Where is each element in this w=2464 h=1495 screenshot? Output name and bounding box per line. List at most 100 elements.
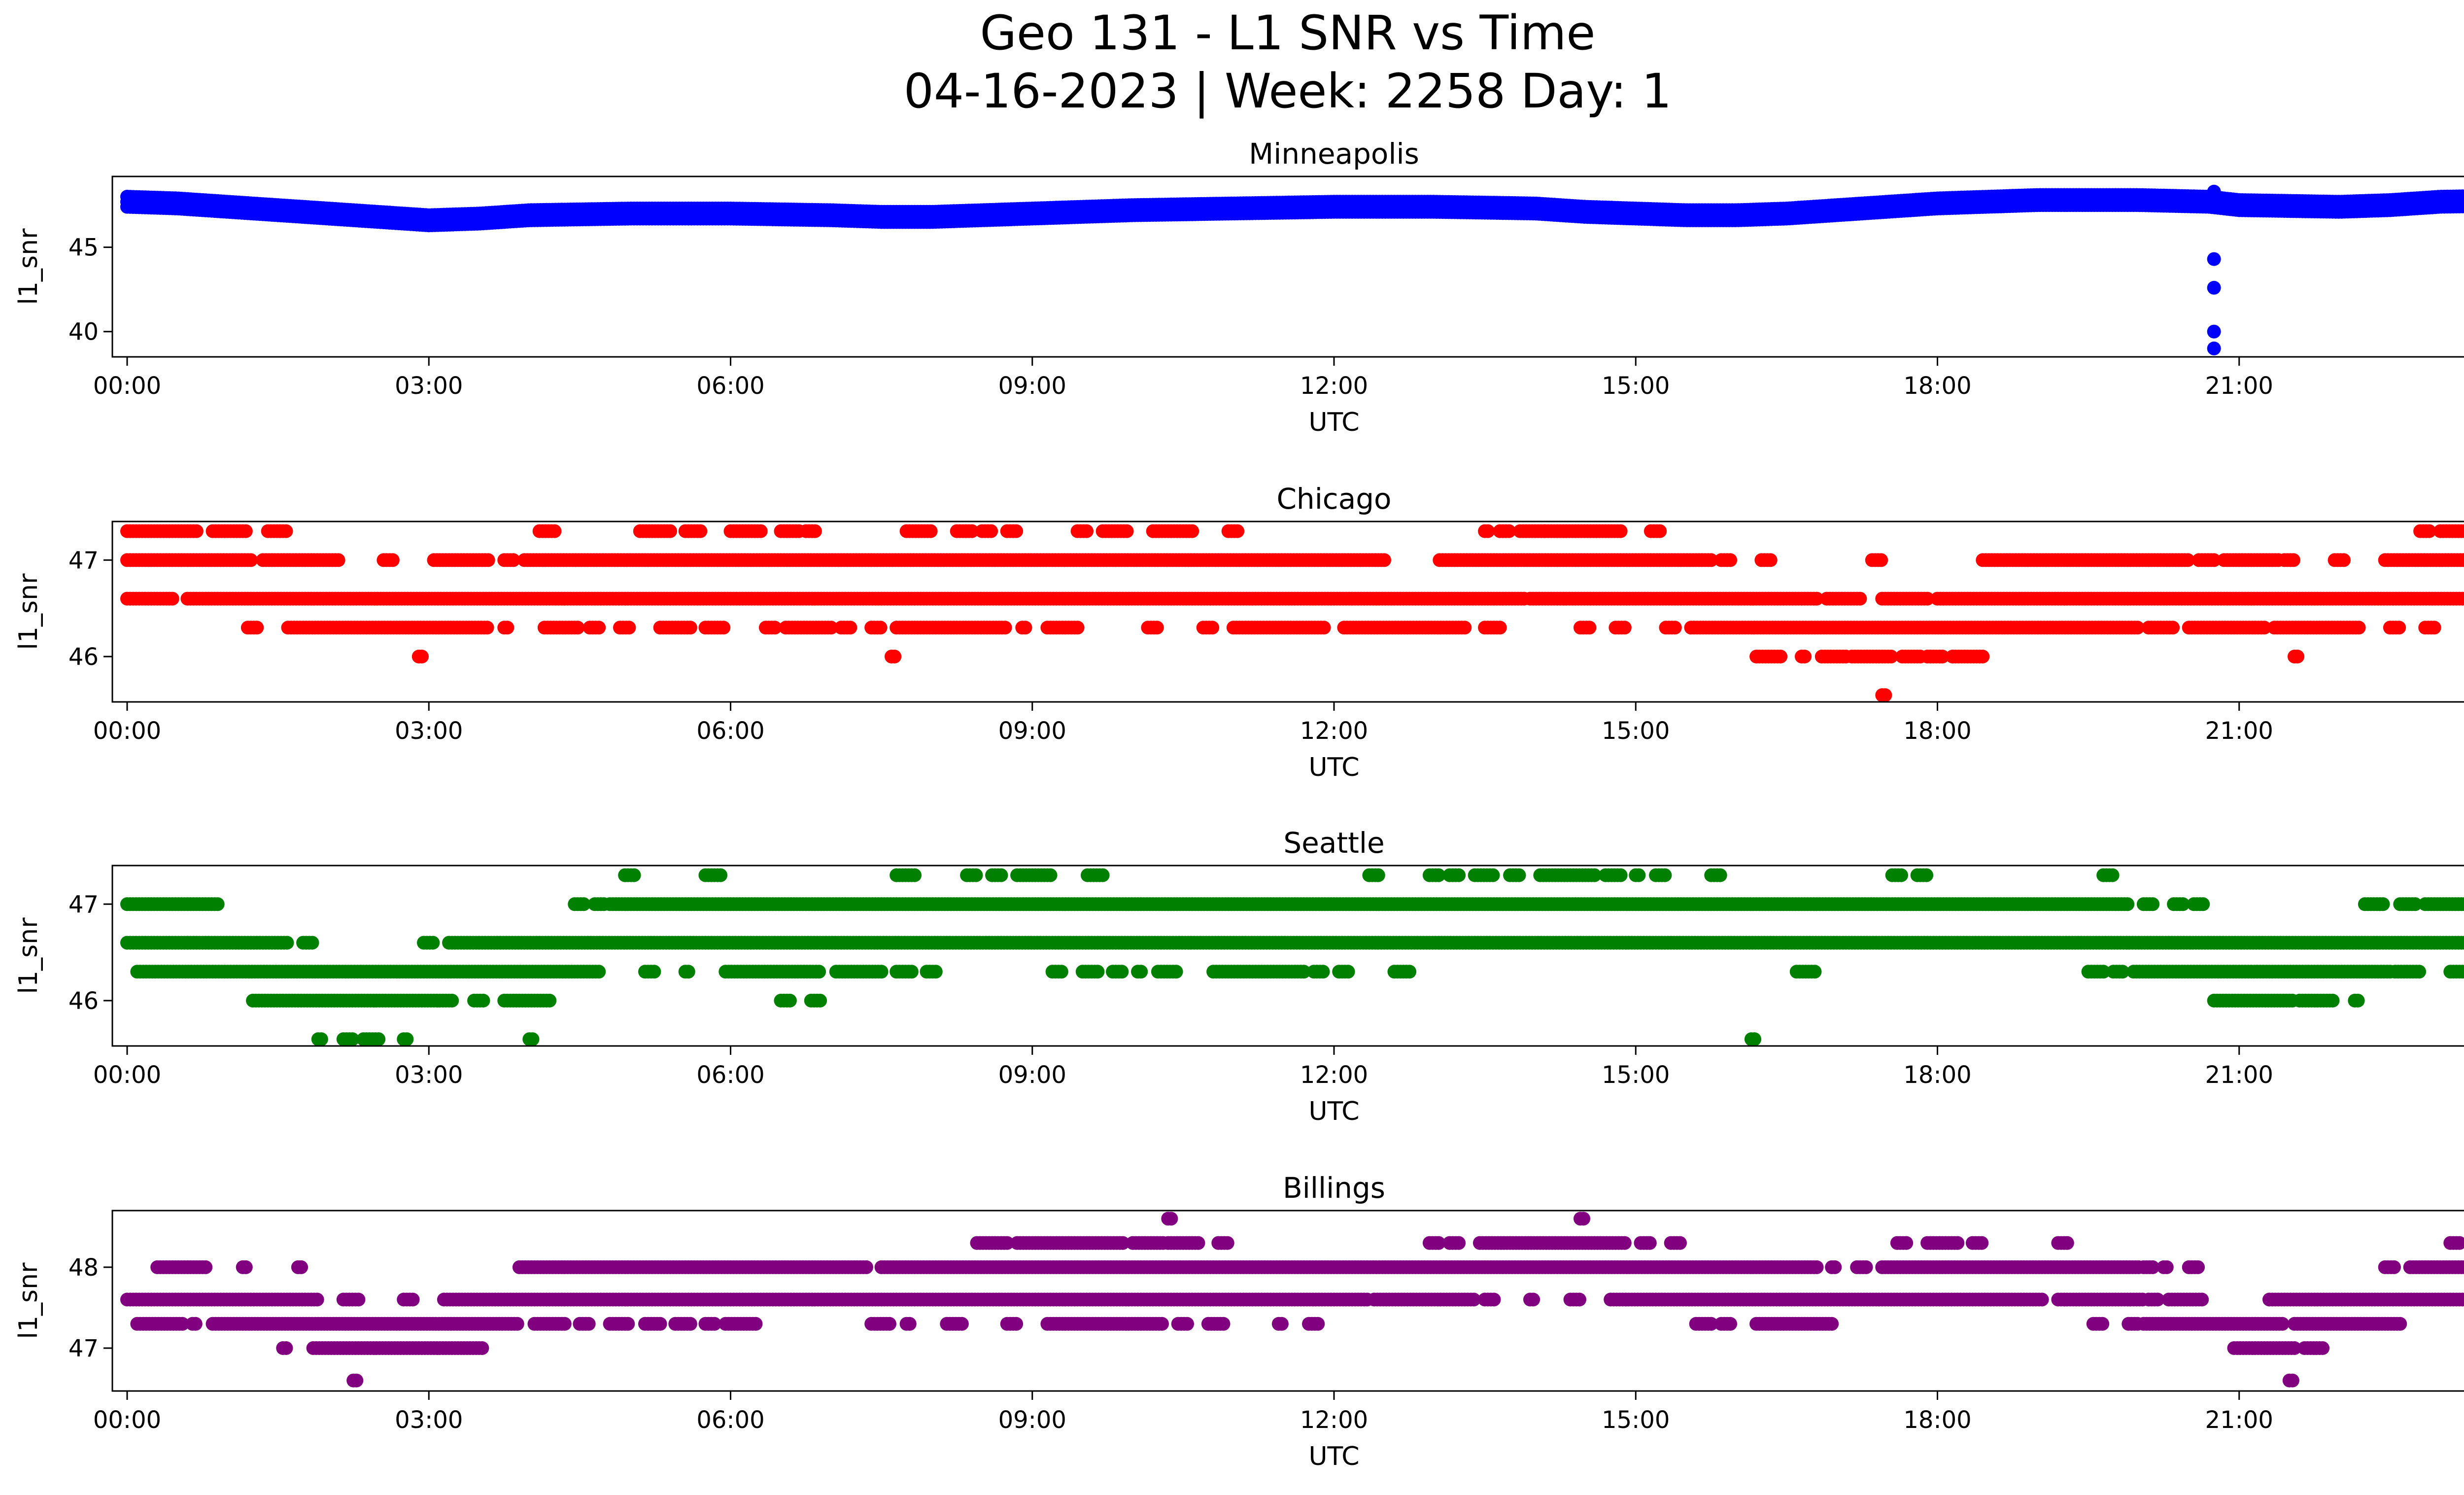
data-point [1878,688,1892,702]
figure-title-line2: 04-16-2023 | Week: 2258 Day: 1 [904,64,1672,119]
data-point [1632,868,1646,882]
plot-frame [111,521,2464,703]
data-point [1613,524,1628,538]
y-tick-label: 45 [68,234,99,262]
x-tick-label: 15:00 [1602,372,1670,400]
data-point [592,621,606,635]
data-point [984,524,998,538]
data-point [1874,553,1888,567]
data-point [969,868,983,882]
y-axis-label: l1_snr [14,573,43,650]
data-point [1070,621,1085,635]
data-point [924,524,938,538]
data-point [1798,650,1812,663]
x-tick-label: 00:00 [93,717,161,745]
data-point [239,524,253,538]
data-point [908,868,922,882]
data-point [1493,621,1507,635]
x-tick-label: 18:00 [1903,717,1971,745]
data-point [415,650,429,663]
x-axis-label: UTC [1308,753,1359,782]
data-point [843,621,857,635]
y-tick-label: 47 [68,547,99,574]
data-point [1763,553,1778,567]
y-axis-label: l1_snr [14,228,43,305]
data-point [2392,621,2406,635]
x-tick-label: 15:00 [1602,717,1670,745]
data-point [2427,621,2441,635]
subplot-title: Chicago [1276,482,1391,516]
data-point [1613,868,1628,882]
data-point [1853,591,1867,606]
data-point [385,553,400,567]
subplot-title: Minneapolis [1249,137,1419,171]
data-point [2207,341,2221,355]
data-point [2287,553,2300,567]
x-tick-label: 12:00 [1300,372,1368,400]
data-point [2105,868,2120,882]
points-seattle [120,868,2464,1046]
data-point [480,621,494,635]
x-tick-label: 21:00 [2205,372,2273,400]
data-point [2166,621,2180,635]
data-point [888,650,902,663]
x-tick-label: 21:00 [2205,717,2273,745]
data-point [1150,621,1164,635]
data-point [1658,868,1672,882]
data-point [1458,621,1472,635]
data-point [1018,621,1032,635]
data-point [250,621,264,635]
x-tick-label: 12:00 [1300,717,1368,745]
data-point [1653,524,1667,538]
x-axis-label: UTC [1308,408,1359,437]
data-point [210,897,225,911]
x-tick-label: 03:00 [395,372,463,400]
points-minneapolis [120,184,2464,355]
data-point [2207,184,2221,199]
data-point [873,621,888,635]
data-point [1582,621,1597,635]
data-point [2207,280,2221,295]
data-point [2207,252,2221,266]
data-point [714,868,728,882]
data-point [2337,553,2351,567]
data-point [717,621,731,635]
data-point [244,553,258,567]
data-point [571,621,585,635]
data-point [481,553,495,567]
x-tick-label: 09:00 [998,372,1066,400]
data-point [663,524,677,538]
y-tick-label: 40 [68,318,99,346]
data-point [1317,621,1331,635]
data-point [2207,324,2221,339]
data-point [2352,621,2366,635]
data-point [1713,868,1727,882]
data-point [693,524,708,538]
points-chicago [120,524,2464,702]
data-point [165,591,179,606]
data-point [1617,621,1632,635]
x-tick-label: 00:00 [93,372,161,400]
data-point [279,524,293,538]
data-point [189,524,204,538]
x-tick-label: 03:00 [395,717,463,745]
data-point [994,868,1008,882]
x-tick-label: 09:00 [998,717,1066,745]
data-point [1976,650,1990,663]
data-point [1919,868,1934,882]
data-point [1486,868,1500,882]
data-point [1095,868,1110,882]
data-point [548,524,562,538]
data-point [1377,553,1391,567]
data-point [753,524,768,538]
data-point [1205,621,1220,635]
data-point [331,553,345,567]
data-point [1481,524,1495,538]
data-point [1723,553,1738,567]
data-point [622,621,636,635]
data-point [1774,650,1788,663]
